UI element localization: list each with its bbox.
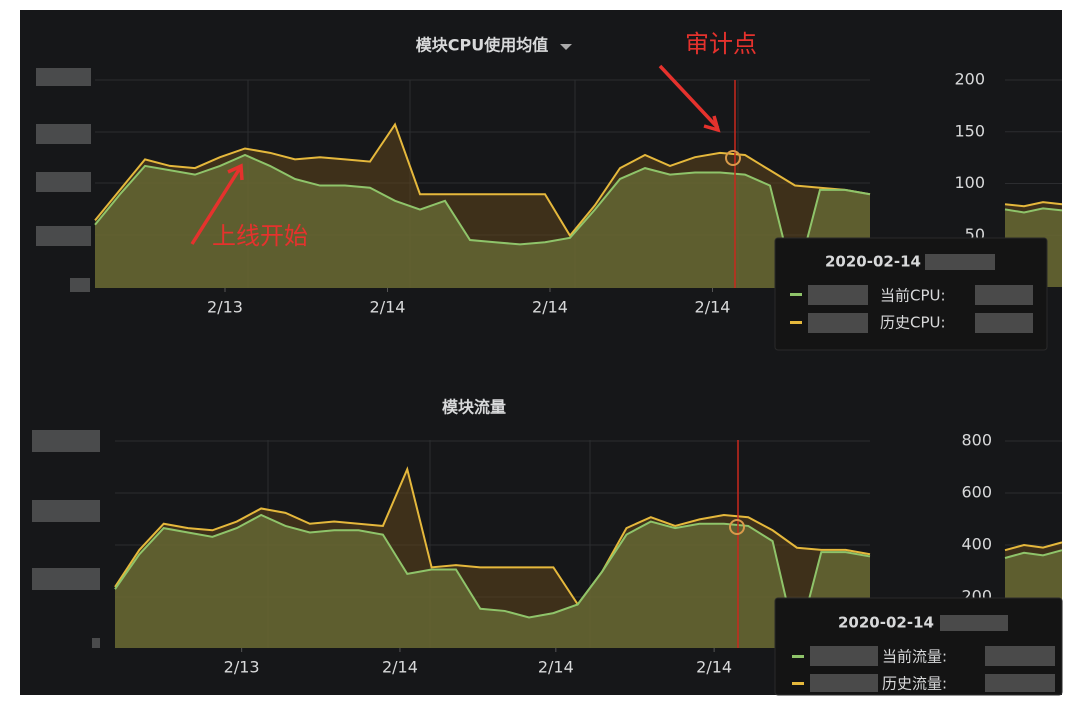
- series-area: [115, 515, 870, 648]
- series-line: [114, 466, 871, 607]
- blurred-labels: [32, 68, 100, 648]
- x-tick-label: 2/14: [696, 658, 732, 677]
- y-tick-label: 600: [961, 483, 992, 502]
- arrow: [658, 64, 721, 133]
- tooltip: 2020-02-14 当前流量: 历史流量:: [774, 597, 1063, 696]
- tooltip-date: 2020-02-14: [838, 614, 934, 632]
- series-line: [1004, 549, 1063, 559]
- y-tick-label: 800: [961, 431, 992, 450]
- y-tick-label: 150: [954, 121, 985, 140]
- tooltip-label: 当前流量:: [882, 648, 947, 666]
- annotation: 审计点: [685, 30, 757, 58]
- x-tick-label: 2/14: [532, 298, 568, 317]
- series-line: [1004, 201, 1063, 208]
- series-line: [94, 153, 871, 287]
- x-tick-label: 2/14: [382, 658, 418, 677]
- x-tick-label: 2/14: [370, 298, 406, 317]
- annotation: 上线开始: [212, 222, 308, 250]
- series-line: [1004, 207, 1063, 214]
- tooltip-date: 2020-02-14: [825, 253, 921, 271]
- x-tick-label: 2/14: [538, 658, 574, 677]
- audit-marker: [725, 150, 741, 166]
- y-tick-label: 400: [961, 535, 992, 554]
- series-line: [94, 122, 871, 238]
- y-tick-label: 200: [954, 70, 985, 89]
- arrow: [190, 163, 244, 245]
- y-tick-label: 100: [954, 173, 985, 192]
- panel-title: 模块CPU使用均值: [416, 36, 548, 55]
- tooltip-label: 历史流量:: [882, 675, 947, 693]
- dropdown-caret[interactable]: [560, 44, 572, 50]
- series-area: [95, 155, 870, 288]
- series-line: [1004, 541, 1063, 552]
- x-tick-label: 2/13: [224, 658, 260, 677]
- audit-marker: [729, 519, 745, 535]
- x-tick-label: 2/13: [207, 298, 243, 317]
- tooltip-label: 当前CPU:: [880, 287, 946, 305]
- tooltip-label: 历史CPU:: [880, 314, 946, 332]
- tooltip: 2020-02-14 当前CPU: 历史CPU:: [774, 237, 1048, 351]
- x-tick-label: 2/14: [695, 298, 731, 317]
- panel-title: 模块流量: [442, 398, 506, 417]
